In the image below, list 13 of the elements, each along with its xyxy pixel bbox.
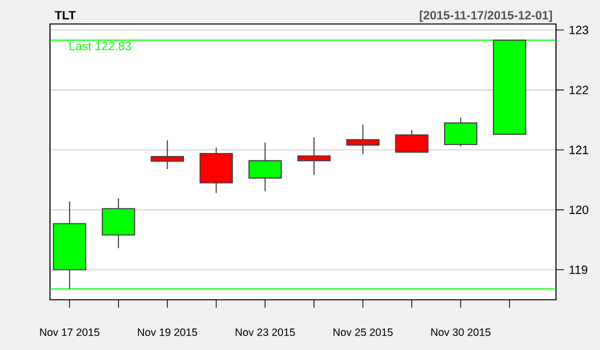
chart-title: TLT (54, 11, 76, 20)
chart-subtitle: [2015-11-17/2015-12-01] (420, 10, 552, 22)
x-tick-label: Nov 30 2015 (431, 328, 490, 336)
x-tick-label: Nov 17 2015 (40, 328, 100, 336)
ref-line-label: Last 122.83 (70, 42, 131, 50)
y-tick-label: 121 (570, 146, 588, 154)
y-tick-label: 119 (570, 266, 588, 274)
y-tick-label: 123 (570, 26, 588, 34)
x-tick-label: Nov 19 2015 (138, 328, 198, 336)
y-tick-label: 120 (570, 206, 588, 214)
x-tick-label: Nov 23 2015 (236, 328, 295, 336)
y-tick-label: 122 (570, 86, 588, 94)
x-tick-label: Nov 25 2015 (334, 328, 393, 336)
